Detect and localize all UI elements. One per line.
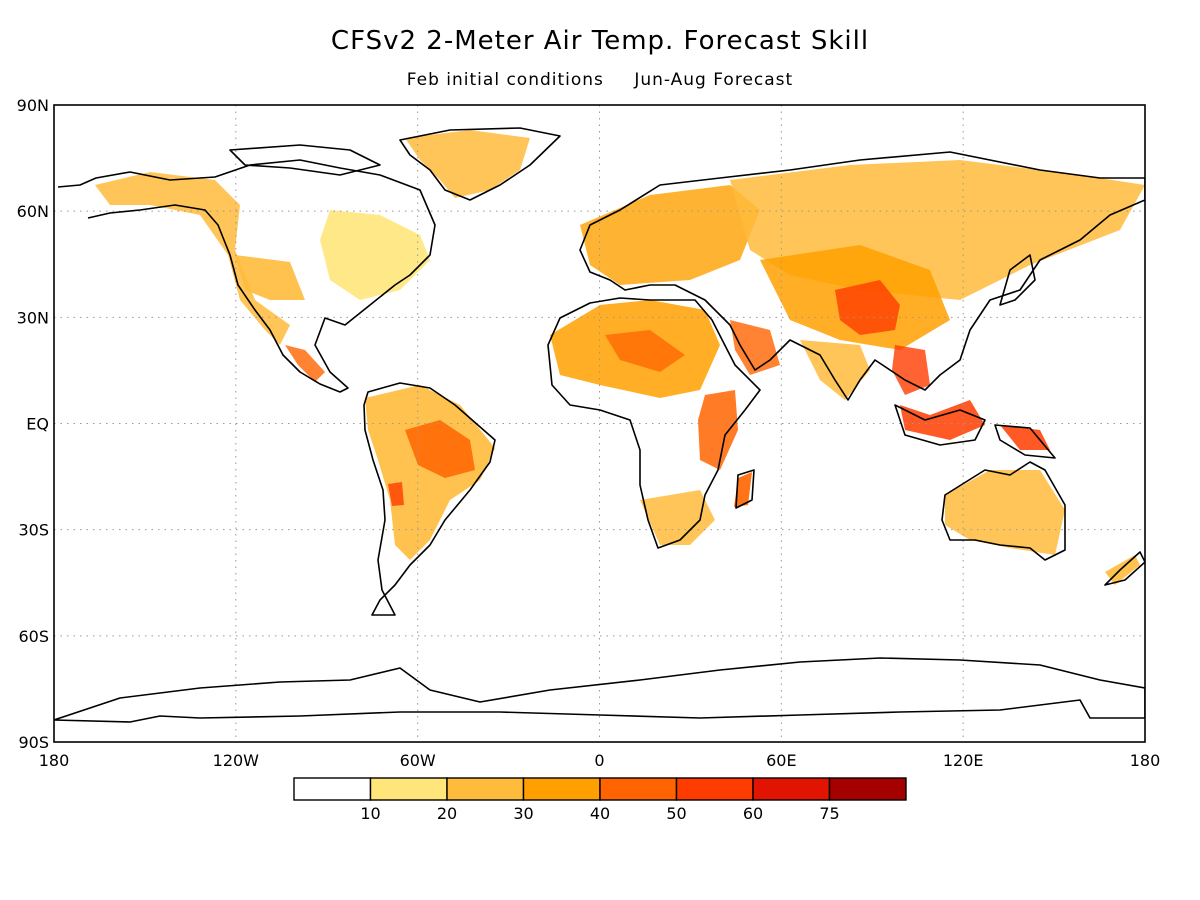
shade-south-africa [640, 490, 715, 545]
coast-south-america [363, 382, 496, 616]
shade-east-africa [698, 390, 738, 470]
skill-shading [95, 130, 1145, 585]
lat-tick-label: 60N [17, 202, 49, 221]
shade-new-zealand [1105, 555, 1140, 585]
coast-eurasia [579, 151, 1145, 401]
map-frame [53, 104, 1146, 743]
shade-indonesia [900, 400, 985, 440]
latitude-labels: 90N 60N 30N EQ 30S 60S 90S [17, 96, 49, 752]
colorbar-label: 20 [437, 804, 457, 823]
shade-mexico [285, 345, 325, 382]
lon-tick-label: 60W [400, 751, 436, 770]
coastlines [54, 127, 1145, 723]
colorbar-label: 75 [819, 804, 839, 823]
lat-tick-label: EQ [26, 415, 49, 434]
coast-australia [941, 461, 1066, 561]
shade-europe [580, 185, 760, 285]
colorbar-swatch [752, 777, 831, 801]
chart-title: CFSv2 2-Meter Air Temp. Forecast Skill [330, 26, 870, 56]
longitude-labels: 180 120W 60W 0 60E 120E 180 [39, 751, 1161, 770]
map-content [54, 105, 1145, 742]
coast-madagascar [735, 469, 755, 509]
coast-japan [999, 254, 1036, 306]
coast-indonesia [894, 404, 986, 446]
shade-new-guinea [1000, 425, 1050, 450]
colorbar: 10 20 30 40 50 60 75 [293, 777, 907, 823]
lon-tick-label: 180 [1130, 751, 1161, 770]
colorbar-swatch [446, 777, 525, 801]
lon-tick-label: 120E [943, 751, 984, 770]
shade-southeast-asia [892, 345, 930, 395]
colorbar-swatch [828, 777, 907, 801]
chart-subtitle: Feb initial conditions Jun-Aug Forecast [0, 70, 1200, 90]
shade-india [800, 340, 870, 400]
lon-tick-label: 120W [213, 751, 260, 770]
lat-tick-label: 30N [17, 308, 49, 327]
colorbar-swatch [369, 777, 448, 801]
coast-new-zealand [1104, 551, 1145, 586]
shade-north-america [95, 172, 290, 345]
coast-africa [547, 297, 761, 549]
lon-tick-label: 60E [766, 751, 796, 770]
colorbar-label: 30 [513, 804, 533, 823]
coast-greenland [399, 127, 561, 201]
colorbar-swatch [599, 777, 678, 801]
colorbar-label: 10 [360, 804, 380, 823]
colorbar-label: 50 [666, 804, 686, 823]
map-grid [54, 105, 1145, 742]
coast-north-america [57, 159, 436, 393]
shade-greenland [405, 130, 530, 198]
coast-arctic-islands [229, 144, 381, 176]
subtitle-initial-conditions: Feb initial conditions [406, 70, 604, 90]
shade-sahara-core [605, 330, 685, 372]
colorbar-swatch [522, 777, 601, 801]
lon-tick-label: 0 [594, 751, 604, 770]
lat-tick-label: 30S [18, 521, 49, 540]
lat-tick-label: 60S [18, 627, 49, 646]
shade-eastern-canada [320, 210, 430, 300]
shade-tibet [835, 280, 900, 335]
shade-australia [945, 470, 1065, 555]
lat-tick-label: 90S [18, 733, 49, 752]
colorbar-swatch [293, 777, 372, 801]
coast-antarctica [54, 657, 1145, 723]
lat-tick-label: 90N [17, 96, 49, 115]
colorbar-swatch [675, 777, 754, 801]
colorbar-label: 40 [590, 804, 610, 823]
shade-us-west [235, 255, 305, 300]
subtitle-forecast-period: Jun-Aug Forecast [634, 70, 794, 90]
shade-south-america [365, 385, 495, 560]
lon-tick-label: 180 [39, 751, 70, 770]
colorbar-label: 60 [743, 804, 763, 823]
shade-andes [388, 482, 404, 506]
shade-amazon [405, 420, 475, 478]
shade-madagascar [734, 472, 752, 507]
coast-new-guinea [994, 424, 1056, 459]
